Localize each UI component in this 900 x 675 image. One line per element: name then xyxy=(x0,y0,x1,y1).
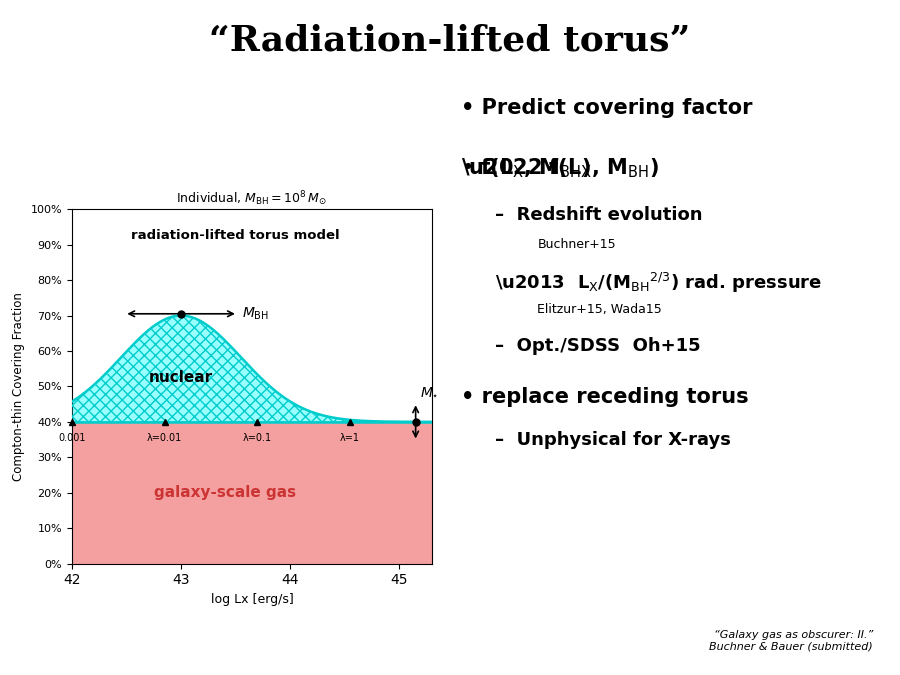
Text: –  Unphysical for X-rays: – Unphysical for X-rays xyxy=(495,431,731,450)
Text: Elitzur+15, Wada15: Elitzur+15, Wada15 xyxy=(537,303,662,316)
Text: • f(L$_\mathsf{X}$, M$_\mathsf{BH}$): • f(L$_\mathsf{X}$, M$_\mathsf{BH}$) xyxy=(461,157,590,180)
Text: –  Opt./SDSS  Oh+15: – Opt./SDSS Oh+15 xyxy=(495,337,700,355)
Text: nuclear: nuclear xyxy=(149,370,213,385)
Y-axis label: Compton-thin Covering Fraction: Compton-thin Covering Fraction xyxy=(12,292,25,481)
Text: “Radiation-lifted torus”: “Radiation-lifted torus” xyxy=(210,24,690,57)
Text: $M_{\mathrm{BH}}$: $M_{\mathrm{BH}}$ xyxy=(242,306,269,322)
Text: • replace receding torus: • replace receding torus xyxy=(461,387,749,408)
Text: “Galaxy gas as obscurer: II.”
Buchner & Bauer (submitted): “Galaxy gas as obscurer: II.” Buchner & … xyxy=(709,630,873,651)
Text: $M_{\star}$: $M_{\star}$ xyxy=(420,385,439,399)
Text: \u2022 f(L$_\mathsf{X}$, M$_\mathsf{BH}$): \u2022 f(L$_\mathsf{X}$, M$_\mathsf{BH}$… xyxy=(461,157,659,180)
Title: Individual, $M_{\mathrm{BH}}=10^{8}\,M_{\odot}$: Individual, $M_{\mathrm{BH}}=10^{8}\,M_{… xyxy=(176,190,328,209)
Text: Buchner+15: Buchner+15 xyxy=(537,238,616,250)
Text: galaxy-scale gas: galaxy-scale gas xyxy=(154,485,296,500)
Text: λ=0.1: λ=0.1 xyxy=(243,433,272,443)
Text: radiation-lifted torus model: radiation-lifted torus model xyxy=(131,229,340,242)
Text: • Predict covering factor: • Predict covering factor xyxy=(461,98,752,118)
Text: λ=1: λ=1 xyxy=(340,433,360,443)
Text: –  Redshift evolution: – Redshift evolution xyxy=(495,206,703,224)
X-axis label: log Lx [erg/s]: log Lx [erg/s] xyxy=(211,593,293,606)
Text: λ=0.01: λ=0.01 xyxy=(147,433,183,443)
Text: \u2013  L$_\mathsf{X}$/(M$_\mathsf{BH}$$^{2/3}$) rad. pressure: \u2013 L$_\mathsf{X}$/(M$_\mathsf{BH}$$^… xyxy=(495,271,823,296)
Text: 0.001: 0.001 xyxy=(58,433,86,443)
